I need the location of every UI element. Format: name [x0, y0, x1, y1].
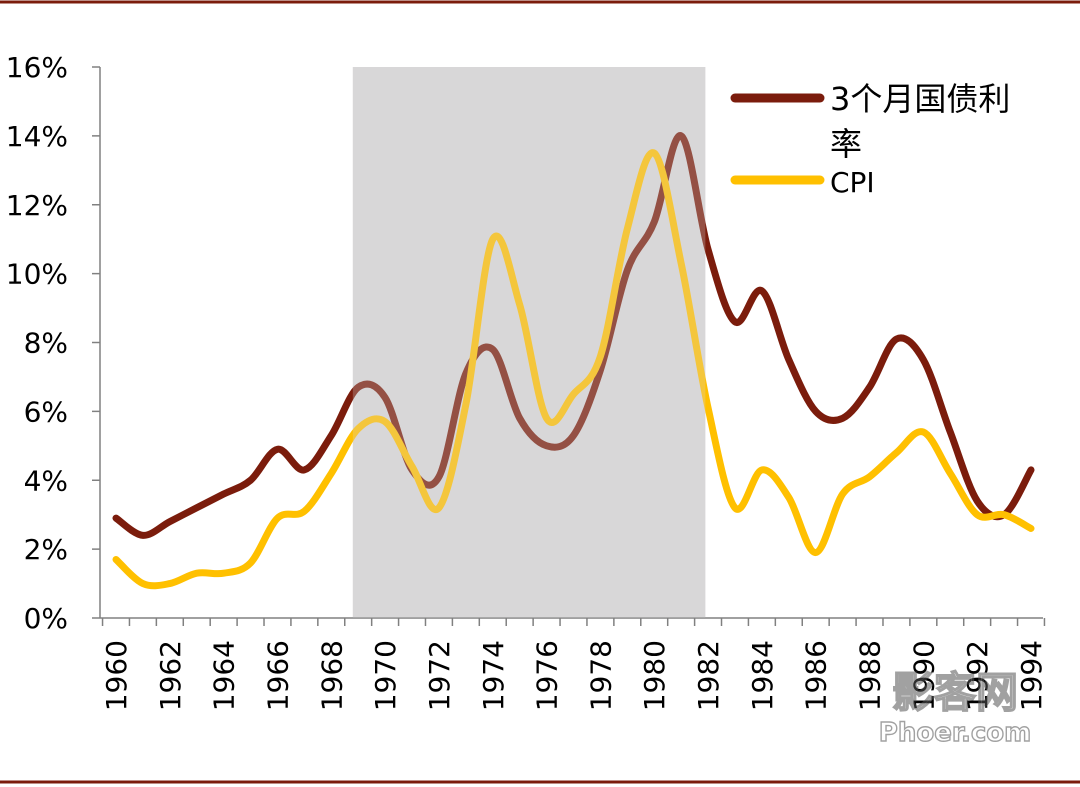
y-tick-label: 16% [6, 51, 68, 84]
series-line-cpi [112, 149, 1035, 590]
y-tick-label: 0% [24, 602, 68, 635]
x-tick-label: 1970 [369, 640, 402, 711]
y-tick-label: 2% [24, 533, 68, 566]
y-axis-ticks: 0% 2% 4% 6% 8% 10% 12% 14% 16% [6, 51, 100, 635]
series-lines [112, 67, 1035, 618]
x-tick-label: 1976 [531, 640, 564, 711]
x-tick-label: 1972 [423, 640, 456, 711]
x-tick-label: 1994 [1015, 640, 1048, 711]
x-tick-label: 1984 [746, 640, 779, 711]
x-tick-label: 1988 [854, 640, 887, 711]
y-tick-label: 10% [6, 258, 68, 291]
x-tick-label: 1978 [584, 640, 617, 711]
x-tick-label: 1990 [907, 640, 940, 711]
series-line-treasury-3m [112, 132, 1035, 539]
legend-label-treasury-wrap: 率 [830, 125, 862, 163]
y-tick-label: 4% [24, 464, 68, 497]
x-tick-label: 1974 [477, 640, 510, 711]
y-tick-label: 14% [6, 120, 68, 153]
x-tick-label: 1980 [638, 640, 671, 711]
y-tick-label: 6% [24, 395, 68, 428]
x-tick-label: 1966 [261, 640, 294, 711]
x-tick-label: 1992 [961, 640, 994, 711]
x-tick-label: 1960 [100, 640, 133, 711]
x-axis-ticks: 1960 1962 1964 1966 1968 1970 1972 1974 1976 1978… [100, 618, 1048, 711]
x-tick-label: 1982 [692, 640, 725, 711]
y-tick-label: 12% [6, 189, 68, 222]
watermark: 影客网 Phoer.com [878, 667, 1032, 749]
x-tick-label: 1986 [800, 640, 833, 711]
watermark-url: Phoer.com [879, 718, 1031, 748]
x-tick-label: 1962 [154, 640, 187, 711]
x-tick-label: 1968 [315, 640, 348, 711]
legend-label-cpi: CPI [830, 166, 875, 199]
shaded-period-overlay [352, 67, 706, 618]
x-tick-label: 1964 [208, 640, 241, 711]
legend-label-treasury: 3个月国债利 [830, 80, 1010, 118]
legend: 3个月国债利 率 CPI [730, 80, 1010, 199]
watermark-logo-text: 影客网 [892, 668, 1018, 717]
y-tick-label: 8% [24, 327, 68, 360]
